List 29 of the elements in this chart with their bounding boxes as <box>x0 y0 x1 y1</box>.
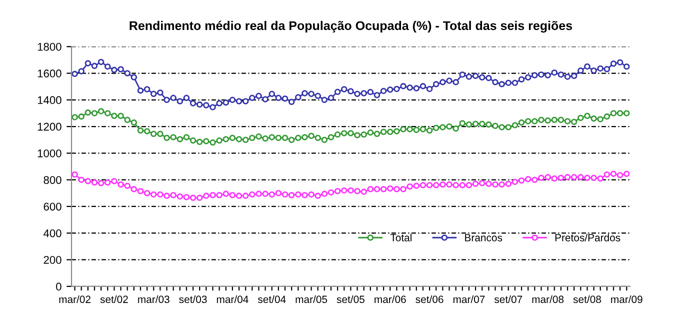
chart-title: Rendimento médio real da População Ocupada (%) - Total das seis regiões <box>130 20 572 33</box>
legend-label: Brancos <box>465 234 502 242</box>
y-tick-label: 400 <box>44 229 62 238</box>
x-tick-label: mar/03 <box>138 295 170 304</box>
x-tick-label: mar/07 <box>453 295 485 304</box>
x-tick-label: mar/06 <box>374 295 406 304</box>
y-tick-label: 200 <box>44 256 62 264</box>
x-tick-label: mar/02 <box>59 295 90 304</box>
y-tick-label: 1600 <box>38 70 62 78</box>
x-tick-label: mar/09 <box>611 295 642 304</box>
y-tick-label: 800 <box>44 176 62 184</box>
legend-label: Total <box>390 234 412 242</box>
x-tick-label: set/02 <box>100 295 128 304</box>
y-tick-label: 1800 <box>38 42 62 51</box>
y-tick-label: 1400 <box>38 96 62 104</box>
legend-label: Pretos/Pardos <box>555 234 620 242</box>
x-tick-label: set/06 <box>416 295 444 304</box>
x-tick-label: mar/04 <box>216 295 248 304</box>
y-tick-label: 1200 <box>38 122 62 131</box>
x-tick-label: set/07 <box>494 295 522 304</box>
x-tick-label: mar/08 <box>532 295 564 304</box>
y-tick-label: 600 <box>44 202 62 211</box>
x-tick-label: set/08 <box>573 295 601 304</box>
x-tick-label: set/05 <box>336 295 364 304</box>
y-tick-label: 1000 <box>38 149 62 158</box>
x-tick-label: set/04 <box>258 295 286 304</box>
x-tick-label: mar/05 <box>296 295 328 304</box>
x-tick-label: set/03 <box>179 295 207 304</box>
y-tick-label: 0 <box>56 282 62 291</box>
